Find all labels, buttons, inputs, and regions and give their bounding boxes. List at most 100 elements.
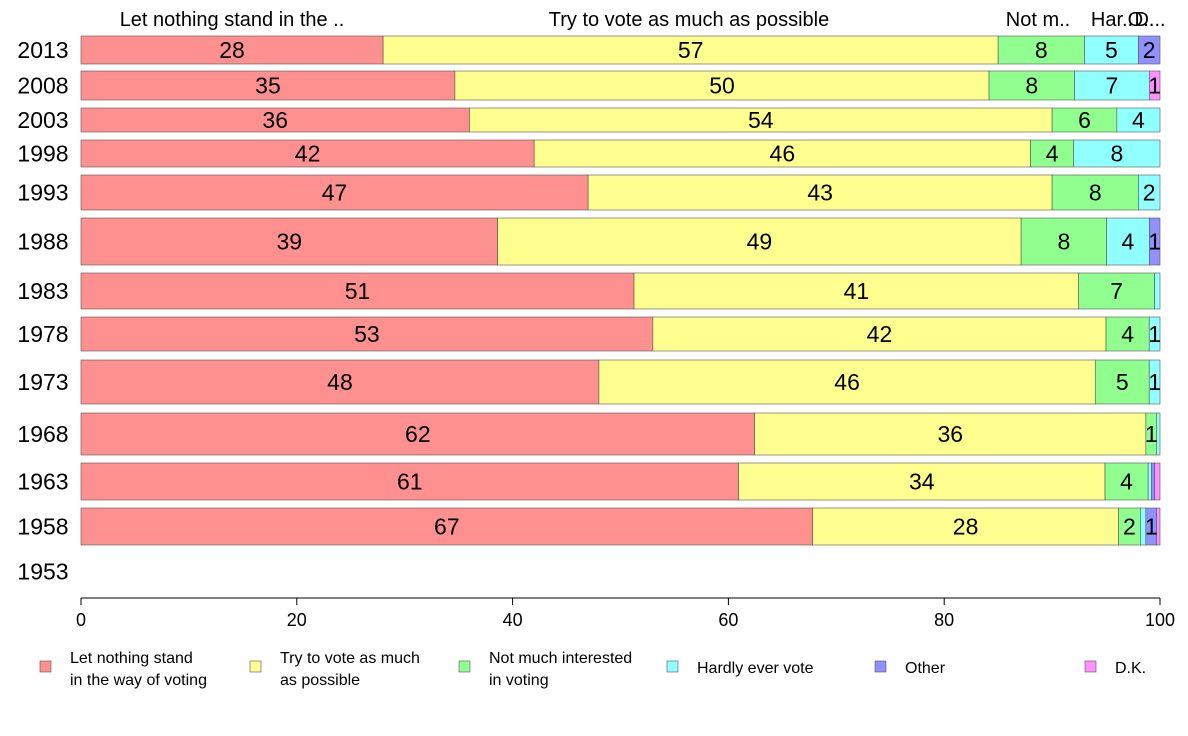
bar-segment: [80, 412, 755, 456]
bar-segment: [754, 412, 1147, 456]
bar-segment: [1147, 462, 1152, 501]
bar-value-label: 7: [1106, 73, 1119, 99]
bar-value-label: 8: [1035, 37, 1048, 63]
bar-segment: [1149, 217, 1161, 266]
year-label: 1953: [17, 559, 68, 585]
column-header: O..: [1128, 9, 1155, 31]
bar-value-label: 2: [1143, 180, 1156, 206]
year-label: 1988: [17, 229, 68, 255]
bar-value-label: 2: [1143, 37, 1156, 63]
bar-segment: [997, 35, 1085, 65]
bar-segment: [652, 316, 1107, 352]
legend-swatch: [458, 660, 471, 673]
bar-value-label: 1: [1145, 421, 1158, 447]
bar-segment: [1106, 217, 1150, 266]
bar-value-label: 61: [397, 469, 423, 495]
legend-swatch: [249, 660, 262, 673]
bar-value-label: 8: [1057, 229, 1070, 255]
year-label: 2008: [17, 73, 68, 99]
bar-value-label: 1: [1148, 73, 1161, 99]
bar-segment: [1078, 272, 1155, 310]
bar-value-label: 47: [322, 180, 348, 206]
bar-value-label: 48: [327, 369, 353, 395]
bar-segment: [1051, 107, 1118, 133]
bar-segment: [80, 462, 739, 501]
bar-value-label: 42: [867, 321, 893, 347]
bars: 28 57 8 5 235 50 8 7 136 54 6 442 46 4 847 43 8 239 49 8 4 15…: [80, 35, 1161, 546]
bar-value-label: 54: [748, 107, 774, 133]
year-label: 1978: [17, 321, 68, 347]
bar-value-label: 49: [747, 229, 773, 255]
bar-segment: [80, 272, 635, 310]
bar-value-label: 28: [219, 37, 245, 63]
bar-segment: [1074, 70, 1150, 101]
bar-segment: [1154, 272, 1161, 310]
bar-value-label: 36: [262, 107, 288, 133]
bar-segment: [80, 107, 470, 133]
column-header: Try to vote as much as possible: [549, 9, 830, 31]
bar-segment: [1094, 359, 1150, 405]
bar-value-label: 2: [1123, 514, 1136, 540]
bar-segment: [454, 70, 990, 101]
bar-segment: [533, 139, 1031, 168]
legend-swatch: [874, 660, 887, 673]
bar-segment: [1104, 462, 1149, 501]
bar-segment: [1084, 35, 1139, 65]
bar-value-label: 5: [1105, 37, 1118, 63]
x-tick-label: 40: [503, 610, 523, 630]
bar-value-label: 8: [1110, 141, 1123, 167]
column-header: Not m..: [1006, 9, 1070, 31]
year-label: 1998: [17, 141, 68, 167]
legend-label: Other: [905, 660, 946, 677]
legend-swatch: [39, 660, 52, 673]
legend-label: as possible: [280, 672, 360, 689]
bar-value-label: 1: [1145, 514, 1158, 540]
bar-segment: [1051, 174, 1139, 211]
bar-value-label: 8: [1025, 73, 1038, 99]
bar-segment: [1149, 70, 1161, 101]
bar-segment: [1116, 107, 1161, 133]
bar-segment: [1073, 139, 1161, 168]
bar-value-label: 28: [953, 514, 979, 540]
bar-value-label: 50: [709, 73, 735, 99]
bar-segment: [497, 217, 1022, 266]
bar-value-label: 34: [909, 469, 935, 495]
bar-segment: [1154, 462, 1161, 501]
bar-segment: [80, 507, 814, 546]
bar-segment: [80, 217, 498, 266]
bar-value-label: 4: [1132, 107, 1145, 133]
x-tick-label: 80: [934, 610, 954, 630]
legend-swatch: [1084, 660, 1097, 673]
year-label: 1973: [17, 369, 68, 395]
bar-value-label: 42: [295, 141, 321, 167]
bar-segment: [80, 35, 384, 65]
year-labels: 2013 2008 2003 1998 1993 1988 1983 1978 1973 1968…: [17, 37, 68, 585]
legend-label: Not much interested: [489, 650, 632, 667]
bar-segment: [1138, 174, 1161, 211]
bar-value-label: 5: [1116, 369, 1129, 395]
bar-segment: [1151, 462, 1155, 501]
bar-value-label: 1: [1148, 321, 1161, 347]
bar-value-label: 57: [678, 37, 704, 63]
year-label: 1963: [17, 469, 68, 495]
column-header: D...: [1134, 9, 1165, 31]
bar-value-label: 53: [354, 321, 380, 347]
bar-value-label: 8: [1089, 180, 1102, 206]
year-label: 1958: [17, 514, 68, 540]
legend-label: in the way of voting: [70, 672, 207, 689]
bar-segment: [812, 507, 1119, 546]
bar-value-label: 39: [277, 229, 303, 255]
bar-value-label: 1: [1148, 229, 1161, 255]
bar-segment: [1156, 507, 1161, 546]
year-label: 1983: [17, 278, 68, 304]
bar-segment: [80, 316, 654, 352]
bar-value-label: 46: [834, 369, 860, 395]
bar-value-label: 51: [345, 278, 371, 304]
bar-value-label: 4: [1120, 469, 1133, 495]
bar-segment: [1148, 359, 1161, 405]
year-label: 2013: [17, 37, 68, 63]
year-label: 1993: [17, 180, 68, 206]
legend-label: D.K.: [1115, 660, 1146, 677]
bar-value-label: 1: [1148, 369, 1161, 395]
column-header: Har..: [1091, 9, 1133, 31]
